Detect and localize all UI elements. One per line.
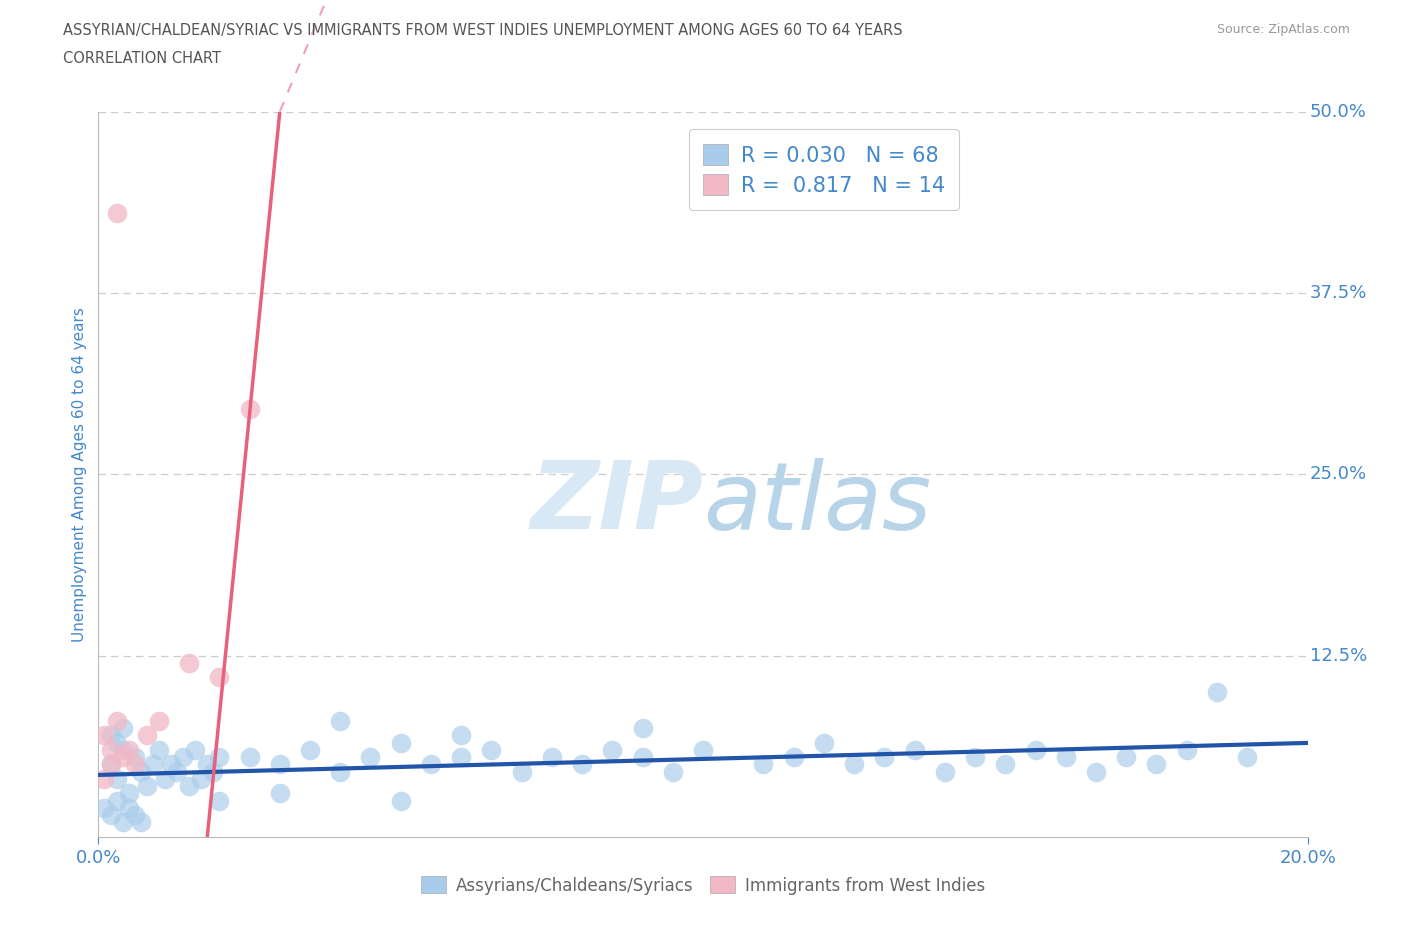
Point bbox=[1206, 684, 1229, 699]
Point bbox=[420, 757, 443, 772]
Point bbox=[135, 728, 157, 743]
Text: 37.5%: 37.5% bbox=[1310, 284, 1368, 302]
Point bbox=[111, 815, 134, 830]
Text: ZIP: ZIP bbox=[530, 458, 703, 550]
Point bbox=[184, 742, 207, 757]
Point bbox=[602, 742, 624, 757]
Point bbox=[844, 757, 866, 772]
Point bbox=[111, 742, 134, 757]
Point bbox=[692, 742, 714, 757]
Point bbox=[1024, 742, 1046, 757]
Point bbox=[510, 764, 533, 779]
Point bbox=[994, 757, 1017, 772]
Point bbox=[105, 736, 128, 751]
Point bbox=[389, 793, 412, 808]
Point bbox=[481, 742, 503, 757]
Point bbox=[1144, 757, 1167, 772]
Point bbox=[129, 764, 152, 779]
Point bbox=[1115, 750, 1137, 764]
Point bbox=[389, 736, 412, 751]
Point bbox=[208, 750, 231, 764]
Point bbox=[105, 713, 128, 728]
Point bbox=[118, 786, 141, 801]
Y-axis label: Unemployment Among Ages 60 to 64 years: Unemployment Among Ages 60 to 64 years bbox=[72, 307, 87, 642]
Point bbox=[100, 742, 122, 757]
Point bbox=[571, 757, 593, 772]
Point bbox=[118, 801, 141, 816]
Point bbox=[124, 750, 146, 764]
Point bbox=[111, 750, 134, 764]
Point bbox=[100, 728, 122, 743]
Point bbox=[135, 778, 157, 793]
Point bbox=[540, 750, 562, 764]
Point bbox=[93, 772, 115, 787]
Point bbox=[124, 808, 146, 823]
Point bbox=[179, 656, 201, 671]
Point bbox=[148, 742, 170, 757]
Point bbox=[661, 764, 683, 779]
Point bbox=[1236, 750, 1258, 764]
Point bbox=[269, 757, 291, 772]
Point bbox=[153, 772, 176, 787]
Text: 50.0%: 50.0% bbox=[1310, 102, 1367, 121]
Legend: Assyrians/Chaldeans/Syriacs, Immigrants from West Indies: Assyrians/Chaldeans/Syriacs, Immigrants … bbox=[413, 870, 993, 901]
Point bbox=[124, 757, 146, 772]
Point bbox=[631, 721, 654, 736]
Point bbox=[631, 750, 654, 764]
Point bbox=[1054, 750, 1077, 764]
Point bbox=[239, 750, 262, 764]
Point bbox=[93, 728, 115, 743]
Point bbox=[195, 757, 218, 772]
Point bbox=[813, 736, 835, 751]
Point bbox=[239, 402, 262, 417]
Point bbox=[208, 670, 231, 684]
Point bbox=[100, 808, 122, 823]
Point bbox=[299, 742, 322, 757]
Point bbox=[360, 750, 382, 764]
Point bbox=[105, 206, 128, 220]
Point bbox=[965, 750, 987, 764]
Point bbox=[934, 764, 956, 779]
Text: Source: ZipAtlas.com: Source: ZipAtlas.com bbox=[1216, 23, 1350, 36]
Point bbox=[129, 815, 152, 830]
Point bbox=[329, 764, 352, 779]
Point bbox=[450, 750, 472, 764]
Point bbox=[142, 757, 165, 772]
Point bbox=[450, 728, 472, 743]
Text: ASSYRIAN/CHALDEAN/SYRIAC VS IMMIGRANTS FROM WEST INDIES UNEMPLOYMENT AMONG AGES : ASSYRIAN/CHALDEAN/SYRIAC VS IMMIGRANTS F… bbox=[63, 23, 903, 38]
Point bbox=[202, 764, 225, 779]
Point bbox=[105, 772, 128, 787]
Point bbox=[783, 750, 806, 764]
Point bbox=[100, 757, 122, 772]
Point bbox=[329, 713, 352, 728]
Point bbox=[105, 793, 128, 808]
Point bbox=[1175, 742, 1198, 757]
Point bbox=[208, 793, 231, 808]
Point bbox=[179, 778, 201, 793]
Text: atlas: atlas bbox=[703, 458, 931, 549]
Text: CORRELATION CHART: CORRELATION CHART bbox=[63, 51, 221, 66]
Point bbox=[190, 772, 212, 787]
Point bbox=[1085, 764, 1108, 779]
Point bbox=[752, 757, 775, 772]
Point bbox=[100, 757, 122, 772]
Point bbox=[111, 721, 134, 736]
Point bbox=[148, 713, 170, 728]
Point bbox=[172, 750, 194, 764]
Point bbox=[118, 742, 141, 757]
Point bbox=[93, 801, 115, 816]
Text: 12.5%: 12.5% bbox=[1310, 646, 1367, 665]
Point bbox=[166, 764, 188, 779]
Point bbox=[269, 786, 291, 801]
Point bbox=[873, 750, 896, 764]
Text: 25.0%: 25.0% bbox=[1310, 465, 1367, 484]
Point bbox=[904, 742, 927, 757]
Point bbox=[160, 757, 183, 772]
